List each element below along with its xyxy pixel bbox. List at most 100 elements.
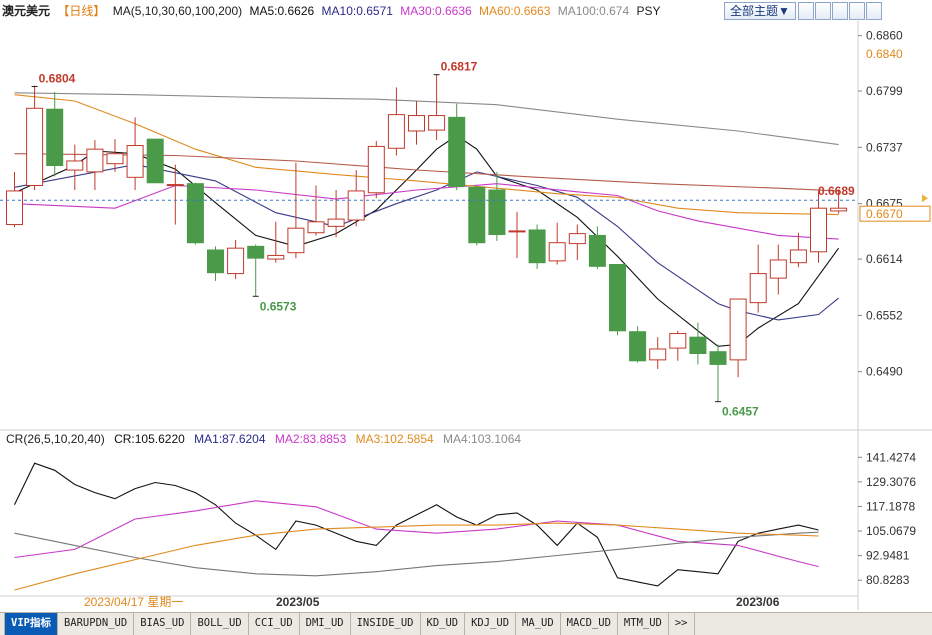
candle-up bbox=[508, 230, 526, 233]
chevron-up-icon[interactable] bbox=[866, 2, 882, 20]
candle-up bbox=[548, 242, 566, 262]
price-tick-label: 0.6552 bbox=[866, 308, 903, 322]
candle-down bbox=[588, 234, 606, 267]
candle-down bbox=[186, 183, 204, 244]
candle-up bbox=[86, 148, 104, 173]
tab-kdj-ud[interactable]: KDJ_UD bbox=[465, 613, 517, 635]
candle-down bbox=[709, 351, 727, 365]
chart-header: 澳元美元 【日线】 MA(5,10,30,60,100,200) MA5:0.6… bbox=[2, 2, 932, 20]
price-tick-label: 0.6614 bbox=[866, 252, 903, 266]
layout-icon-1[interactable] bbox=[798, 2, 814, 20]
candle-up bbox=[428, 115, 446, 131]
candle-down bbox=[488, 189, 506, 236]
candle-up bbox=[126, 145, 144, 178]
cr-tick-label: 117.1878 bbox=[866, 499, 915, 513]
tab-cci-ud[interactable]: CCI_UD bbox=[249, 613, 300, 635]
candle-up bbox=[26, 107, 44, 186]
extreme-label: 0.6804 bbox=[39, 71, 76, 85]
cr-tick-label: 105.0679 bbox=[866, 524, 916, 538]
cr-line-cr bbox=[14, 462, 819, 587]
date-cursor-label: 2023/04/17 星期一 bbox=[84, 595, 183, 609]
candle-up bbox=[387, 114, 405, 149]
candle-up bbox=[649, 348, 667, 361]
x-tick-label: 2023/06 bbox=[736, 595, 780, 609]
cr-ma1-value: MA1:87.6204 bbox=[194, 432, 266, 446]
cr-value: CR:105.6220 bbox=[114, 432, 185, 446]
candle-up bbox=[749, 273, 767, 304]
candle-down bbox=[528, 229, 546, 264]
tab-[interactable]: >> bbox=[669, 613, 695, 635]
tab-vipvip[interactable]: VIP指标 bbox=[5, 613, 58, 635]
candle-up bbox=[66, 160, 84, 171]
tab-kd-ud[interactable]: KD_UD bbox=[421, 613, 466, 635]
candle-down bbox=[609, 264, 626, 332]
layout-icon-3[interactable] bbox=[832, 2, 848, 20]
price-tick-label: 0.6799 bbox=[866, 84, 903, 98]
candle-up bbox=[327, 218, 345, 227]
price-tick-label: 0.6490 bbox=[866, 365, 903, 379]
tab-inside-ud[interactable]: INSIDE_UD bbox=[351, 613, 421, 635]
candle-down bbox=[689, 336, 707, 355]
candle-up bbox=[166, 184, 184, 187]
candle-up bbox=[669, 333, 687, 349]
theme-select-button[interactable]: 全部主题▼ bbox=[724, 2, 796, 20]
cr-line-ma2 bbox=[14, 531, 819, 577]
tab-mtm-ud[interactable]: MTM_UD bbox=[618, 613, 669, 635]
cr-ma4-value: MA4:103.1064 bbox=[443, 432, 522, 446]
period-label[interactable]: 【日线】 bbox=[57, 4, 106, 18]
candle-up bbox=[729, 298, 747, 361]
candle-up bbox=[830, 207, 848, 212]
candle-up bbox=[307, 221, 325, 234]
ma-indicator-label[interactable]: MA(5,10,30,60,100,200) bbox=[112, 4, 243, 18]
price-pointer-icon bbox=[922, 194, 928, 203]
ma-line-ma10 bbox=[14, 164, 839, 321]
candle-down bbox=[46, 108, 64, 167]
ma100-value: MA100:0.674 bbox=[557, 4, 630, 18]
ma60-value: MA60:0.6663 bbox=[479, 4, 551, 18]
cr-tick-label: 80.8283 bbox=[866, 573, 910, 587]
candle-up bbox=[789, 249, 807, 264]
ma5-value: MA5:0.6626 bbox=[249, 4, 315, 18]
candle-up bbox=[106, 153, 124, 165]
candle-up bbox=[267, 254, 285, 260]
extreme-label: 0.6573 bbox=[260, 299, 297, 313]
psy-indicator-label[interactable]: PSY bbox=[636, 4, 661, 18]
indicator-tab-bar: VIP指标 BARUPDN_UD BIAS_UD BOLL_UD CCI_UD DMI_U… bbox=[0, 612, 932, 635]
last-price-annotation: 0.6689 bbox=[818, 184, 855, 198]
candle-up bbox=[408, 115, 425, 132]
candle-up bbox=[227, 247, 245, 275]
candle-up bbox=[6, 190, 23, 226]
candle-up bbox=[287, 227, 305, 254]
tab-dmi-ud[interactable]: DMI_UD bbox=[300, 613, 351, 635]
tab-scroll-stub[interactable] bbox=[0, 613, 5, 635]
price-chart[interactable]: 0.68600.67990.67370.66750.66140.65520.64… bbox=[0, 0, 932, 612]
cr-params-label[interactable]: CR(26,5,10,20,40) bbox=[6, 432, 105, 446]
price-tick-label: 0.6860 bbox=[866, 29, 903, 43]
tab-barupdn-ud[interactable]: BARUPDN_UD bbox=[58, 613, 135, 635]
candle-up bbox=[568, 233, 586, 245]
ma60-axis-label: 0.6840 bbox=[866, 47, 903, 61]
layout-icon-2[interactable] bbox=[815, 2, 831, 20]
cr-tick-label: 92.9481 bbox=[866, 549, 910, 563]
tab-ma-ud[interactable]: MA_UD bbox=[516, 613, 561, 635]
layout-icon-4[interactable] bbox=[849, 2, 865, 20]
cr-ma2-value: MA2:83.8853 bbox=[274, 432, 347, 446]
candle-down bbox=[629, 331, 647, 362]
candle-up bbox=[347, 190, 365, 221]
candle-down bbox=[468, 186, 486, 244]
candle-down bbox=[448, 116, 466, 187]
x-tick-label: 2023/05 bbox=[276, 595, 320, 609]
cr-ma3-value: MA3:102.5854 bbox=[355, 432, 434, 446]
candle-down bbox=[207, 249, 224, 274]
candle-up bbox=[810, 207, 827, 253]
cr-line-ma3 bbox=[14, 522, 819, 591]
tab-bias-ud[interactable]: BIAS_UD bbox=[134, 613, 192, 635]
price-tick-label: 0.6737 bbox=[866, 140, 903, 154]
cr-line-ma1 bbox=[14, 500, 819, 568]
current-price-box bbox=[859, 205, 931, 222]
tab-boll-ud[interactable]: BOLL_UD bbox=[191, 613, 249, 635]
tab-macd-ud[interactable]: MACD_UD bbox=[561, 613, 618, 635]
ma-line-ma100 bbox=[14, 92, 839, 146]
ma-line-ma200 bbox=[14, 153, 839, 192]
candle-up bbox=[769, 259, 787, 279]
